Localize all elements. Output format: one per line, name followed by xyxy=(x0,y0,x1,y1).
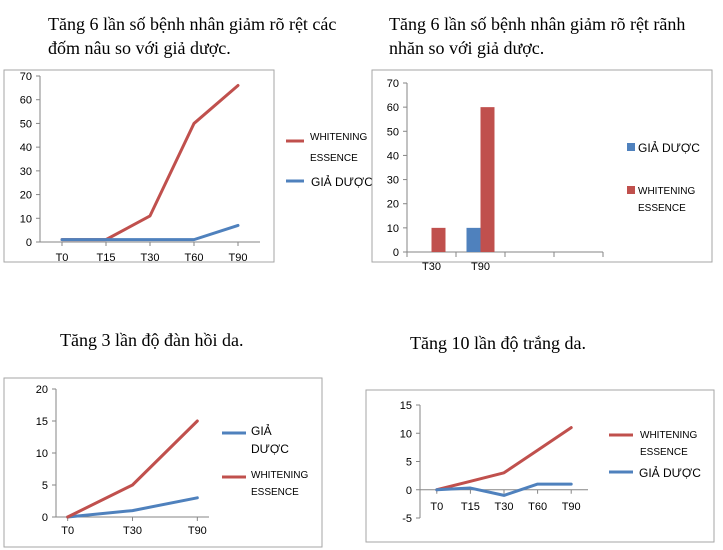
y-tick-label: 10 xyxy=(20,213,32,225)
chart-4-frame xyxy=(365,389,715,543)
x-tick-label: T15 xyxy=(461,501,480,513)
legend-swatch xyxy=(627,186,635,194)
y-tick-label: 60 xyxy=(387,102,399,114)
chart-2-title: Tăng 6 lần số bệnh nhân giảm rõ rệt rãnh… xyxy=(389,14,686,58)
x-tick-label: T60 xyxy=(185,252,204,264)
legend-label: WHITENING xyxy=(638,186,695,197)
legend-label: ESSENCE xyxy=(640,447,688,458)
y-tick-label: 30 xyxy=(20,166,32,178)
x-tick-label: T30 xyxy=(141,252,160,264)
y-tick-label: 0 xyxy=(42,512,48,524)
legend-swatch xyxy=(627,143,635,151)
y-tick-label: 50 xyxy=(20,118,32,130)
x-tick-label: T0 xyxy=(56,252,69,264)
bar-1 xyxy=(466,227,481,252)
y-tick-label: 15 xyxy=(36,416,48,428)
x-tick-label: T90 xyxy=(188,525,207,537)
y-tick-label: 40 xyxy=(20,142,32,154)
legend-label: GIẢ DƯỢC xyxy=(638,140,700,155)
y-tick-label: 5 xyxy=(42,480,48,492)
y-tick-label: 70 xyxy=(20,71,32,83)
x-tick-label: T90 xyxy=(562,501,581,513)
x-tick-label: T90 xyxy=(471,261,490,273)
y-tick-label: 0 xyxy=(393,247,399,259)
legend-label: ESSENCE xyxy=(251,487,299,498)
y-tick-label: 30 xyxy=(387,175,399,187)
y-tick-label: 0 xyxy=(406,485,412,497)
x-tick-label: T30 xyxy=(123,525,142,537)
x-tick-label: T15 xyxy=(97,252,116,264)
legend-label: GIẢ DƯỢC xyxy=(311,174,373,189)
legend-label: ESSENCE xyxy=(638,203,686,214)
series-line-2 xyxy=(60,223,240,242)
legend-label: WHITENING xyxy=(640,430,697,441)
legend-label: GIẢ xyxy=(251,423,272,438)
chart-3-frame xyxy=(3,377,323,548)
chart-3-title: Tăng 3 lần độ đàn hồi da. xyxy=(60,330,244,350)
legend-label: WHITENING xyxy=(251,470,308,481)
y-tick-label: 0 xyxy=(26,237,32,249)
y-tick-label: 20 xyxy=(387,199,399,211)
y-tick-label: 10 xyxy=(400,428,412,440)
series-line-2 xyxy=(435,482,573,497)
y-tick-label: 10 xyxy=(36,448,48,460)
series-line-1 xyxy=(66,496,199,519)
x-tick-label: T30 xyxy=(422,261,441,273)
bar-2 xyxy=(431,227,446,252)
y-tick-label: 5 xyxy=(406,457,412,469)
chart-4-title: Tăng 10 lần độ trắng da. xyxy=(410,333,586,353)
y-tick-label: 70 xyxy=(387,78,399,90)
chart-1-title: Tăng 6 lần số bệnh nhân giảm rõ rệt các … xyxy=(48,14,337,58)
x-tick-label: T30 xyxy=(495,501,514,513)
y-tick-label: -5 xyxy=(402,513,412,525)
series-line-1 xyxy=(60,83,240,242)
x-tick-label: T90 xyxy=(229,252,248,264)
y-tick-label: 50 xyxy=(387,126,399,138)
y-tick-label: 10 xyxy=(387,223,399,235)
y-tick-label: 40 xyxy=(387,150,399,162)
y-tick-label: 15 xyxy=(400,400,412,412)
y-tick-label: 20 xyxy=(36,384,48,396)
bar-2 xyxy=(480,107,495,253)
x-tick-label: T60 xyxy=(528,501,547,513)
legend-label: WHITENING xyxy=(310,132,367,143)
legend-label: ESSENCE xyxy=(310,153,358,164)
x-tick-label: T0 xyxy=(61,525,74,537)
y-tick-label: 20 xyxy=(20,190,32,202)
series-line-1 xyxy=(435,426,573,492)
chart-2-frame xyxy=(371,69,713,263)
x-tick-label: T0 xyxy=(430,501,443,513)
series-line-2 xyxy=(66,419,199,519)
chart-1-frame xyxy=(3,69,275,263)
y-tick-label: 60 xyxy=(20,95,32,107)
legend-label: DƯỢC xyxy=(251,442,289,456)
legend-label: GIẢ DƯỢC xyxy=(639,465,701,480)
